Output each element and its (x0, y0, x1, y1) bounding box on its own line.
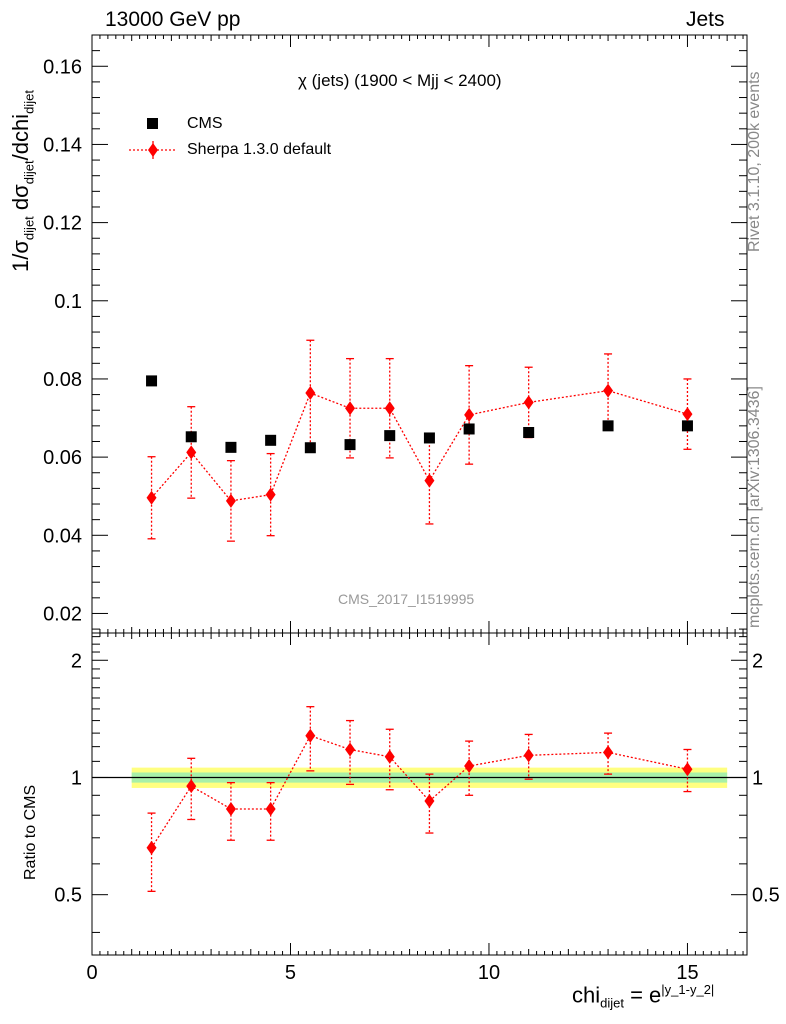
sherpa-point (265, 487, 276, 502)
ratio-sherpa-point (265, 801, 276, 816)
sherpa-point (603, 383, 614, 398)
cms-point (265, 434, 277, 446)
main-y-tick-label: 0.08 (43, 369, 82, 391)
ratio-y-tick-label-right: 1 (752, 767, 763, 789)
sherpa-line (151, 390, 688, 502)
cms-point (344, 439, 356, 451)
main-y-tick-label: 0.12 (43, 213, 82, 235)
ratio-sherpa-point (682, 762, 693, 777)
x-tick-label: 5 (285, 962, 296, 984)
ratio-y-tick-label-left: 0.5 (54, 885, 82, 907)
cms-point (304, 442, 316, 454)
ratio-sherpa-point (225, 801, 236, 816)
ratio-sherpa-point (384, 749, 395, 764)
legend-label-sherpa: Sherpa 1.3.0 default (187, 141, 332, 158)
ratio-sherpa-point (345, 742, 356, 757)
header-left-label: 13000 GeV pp (105, 8, 241, 31)
ratio-y-tick-label-right: 0.5 (752, 885, 780, 907)
rivet-version-label: Rivet 3.1.10, 200k events (746, 71, 763, 252)
main-y-tick-label: 0.04 (43, 525, 82, 547)
ratio-sherpa-point (464, 759, 475, 774)
ratio-y-axis-label: Ratio to CMS (22, 784, 39, 880)
sherpa-point (523, 395, 534, 410)
cms-point (681, 420, 693, 432)
ratio-sherpa-line (150, 734, 688, 849)
sherpa-point (305, 386, 316, 401)
mcplots-credit-label: mcplots.cern.ch [arXiv:1306.3436] (746, 386, 763, 628)
ratio-sherpa-point (603, 745, 614, 760)
legend-marker-sherpa (148, 143, 158, 157)
ratio-plot-frame (91, 632, 748, 956)
main-y-axis-label: 1/σdijet dσdijet/dchidijet (8, 90, 37, 272)
ratio-y-tick-label-left: 1 (71, 767, 82, 789)
main-y-tick-label: 0.14 (43, 134, 82, 156)
cms-point (423, 432, 435, 444)
sherpa-point (345, 401, 356, 416)
sherpa-point (464, 407, 475, 422)
sherpa-point (225, 493, 236, 508)
ratio-y-tick-label-left: 2 (71, 650, 82, 672)
x-tick-label: 0 (86, 962, 97, 984)
x-tick-label: 15 (676, 962, 698, 984)
legend-marker-cms (147, 118, 158, 129)
sherpa-point (424, 473, 435, 488)
sherpa-point (146, 490, 157, 505)
ratio-sherpa-point (305, 728, 316, 743)
x-tick-label: 10 (478, 962, 500, 984)
cms-point (523, 426, 535, 438)
sherpa-point (384, 401, 395, 416)
analysis-watermark: CMS_2017_I1519995 (338, 591, 475, 607)
ratio-sherpa-point (146, 840, 157, 855)
cms-point (602, 420, 614, 432)
main-y-tick-label: 0.02 (43, 603, 82, 625)
header-right-label: Jets (686, 8, 725, 31)
ratio-sherpa-point (523, 748, 534, 763)
main-y-tick-label: 0.06 (43, 447, 82, 469)
cms-point (146, 375, 158, 387)
analysis-annotation: χ (jets) (1900 < Mjj < 2400) (298, 71, 502, 90)
sherpa-point (186, 445, 197, 460)
ratio-sherpa-point (186, 779, 197, 794)
main-y-tick-label: 0.16 (43, 56, 82, 78)
main-y-tick-label: 0.1 (54, 291, 82, 313)
cms-point (463, 423, 475, 435)
ratio-y-tick-label-right: 2 (752, 650, 763, 672)
cms-point (384, 430, 396, 442)
x-axis-label: chidijet = e|y_1-y_2| (572, 982, 715, 1011)
cms-point (185, 431, 197, 443)
sherpa-point (682, 407, 693, 422)
legend-label-cms: CMS (187, 115, 223, 132)
cms-point (225, 441, 237, 453)
ratio-sherpa-point (424, 794, 435, 809)
